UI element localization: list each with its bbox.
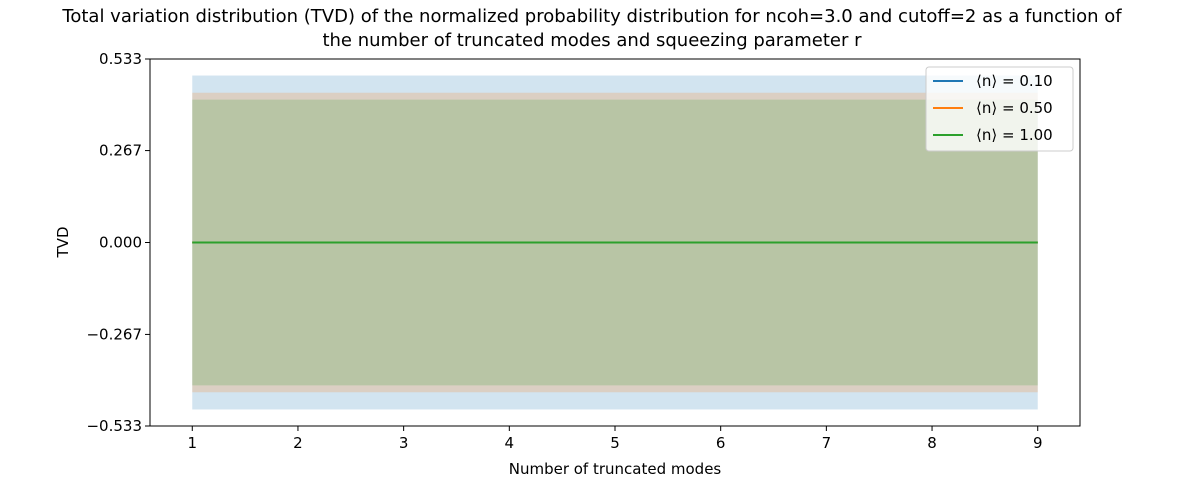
x-tick-label: 2 bbox=[293, 434, 303, 452]
legend: ⟨n⟩ = 0.10 ⟨n⟩ = 0.50 ⟨n⟩ = 1.00 bbox=[925, 66, 1074, 152]
x-tick-label: 6 bbox=[716, 434, 726, 452]
y-tick-label: 0.533 bbox=[99, 50, 142, 68]
legend-label: ⟨n⟩ = 0.50 bbox=[976, 99, 1053, 117]
y-axis-label: TVD bbox=[54, 227, 72, 259]
x-tick-label: 5 bbox=[610, 434, 620, 452]
x-tick-label: 1 bbox=[187, 434, 197, 452]
legend-label: ⟨n⟩ = 1.00 bbox=[976, 126, 1053, 144]
y-tick-label: 0.000 bbox=[99, 234, 142, 252]
x-tick-label: 8 bbox=[927, 434, 937, 452]
x-tick-label: 7 bbox=[822, 434, 832, 452]
y-tick-label: 0.267 bbox=[99, 142, 142, 160]
legend-label: ⟨n⟩ = 0.10 bbox=[976, 72, 1053, 90]
x-tick-label: 9 bbox=[1033, 434, 1043, 452]
legend-box bbox=[925, 66, 1074, 152]
y-tick-label: −0.267 bbox=[86, 325, 142, 343]
chart-title-line1: Total variation distribution (TVD) of th… bbox=[61, 6, 1122, 27]
x-axis-label: Number of truncated modes bbox=[509, 460, 722, 478]
x-tick-label: 4 bbox=[505, 434, 515, 452]
y-tick-label: −0.533 bbox=[86, 417, 142, 435]
x-tick-label: 3 bbox=[399, 434, 409, 452]
x-axis-ticks: 1 2 3 4 5 6 7 8 9 bbox=[187, 426, 1043, 452]
chart-title-line2: the number of truncated modes and squeez… bbox=[322, 30, 862, 51]
y-axis-ticks: −0.533 −0.267 0.000 0.267 0.533 bbox=[86, 50, 150, 435]
